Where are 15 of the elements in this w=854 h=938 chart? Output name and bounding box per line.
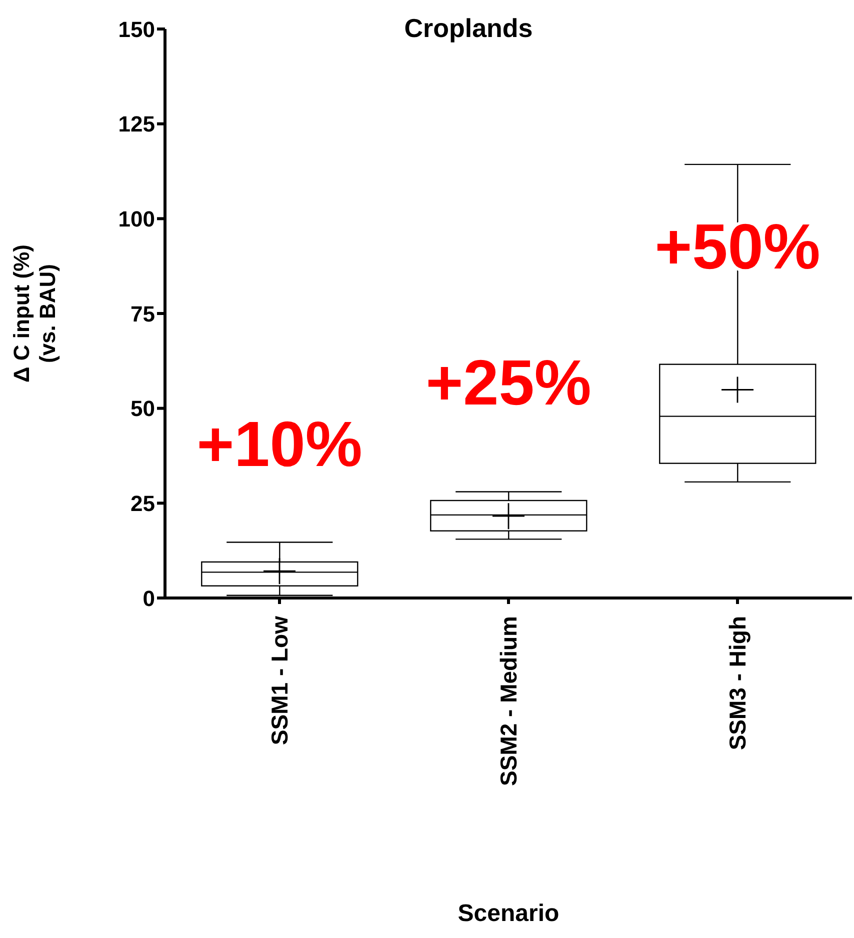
y-tick-label: 150 <box>118 16 155 42</box>
x-tick-label: SSM1 - Low <box>266 616 292 746</box>
y-tick-label: 50 <box>130 396 155 422</box>
y-tick-label: 25 <box>130 490 155 516</box>
y-tick-label: 0 <box>142 586 155 611</box>
x-tick-label: SSM2 - Medium <box>496 616 522 786</box>
chart-title: Croplands <box>404 13 533 43</box>
y-tick-label: 125 <box>118 112 155 137</box>
x-axis-title: Scenario <box>458 900 560 927</box>
x-tick-label: SSM3 - High <box>724 616 750 750</box>
y-axis-title: Δ C input (%) (vs. BAU) <box>9 244 60 383</box>
annotation: +10% <box>196 408 362 480</box>
annotation: +25% <box>426 346 592 419</box>
y-tick-label: 100 <box>118 206 155 232</box>
y-tick-label: 75 <box>130 301 155 326</box>
